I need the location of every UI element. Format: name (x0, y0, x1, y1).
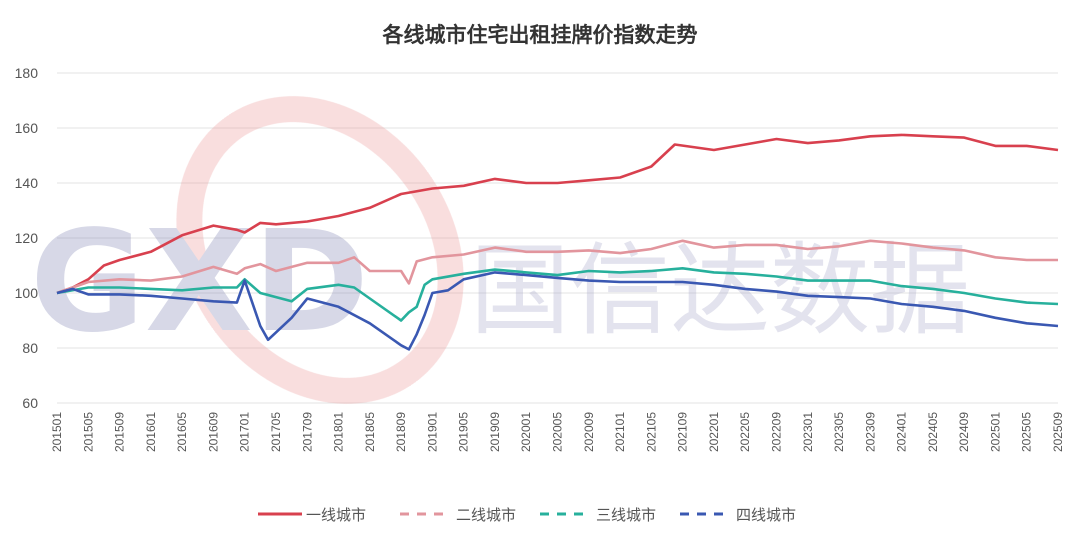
x-tick-label: 202505 (1020, 412, 1034, 452)
x-tick-label: 202405 (926, 412, 940, 452)
x-tick-label: 201905 (457, 412, 471, 452)
watermark-logo: GXD 国信达数据 (30, 96, 970, 404)
x-tick-label: 202409 (957, 412, 971, 452)
y-axis: 60 80 100 120 140 160 180 (15, 65, 39, 411)
x-tick-label: 201609 (206, 412, 220, 452)
x-axis: 201501 201505 201509 201601 201605 201609 2017… (50, 412, 1065, 452)
series-line-2 (56, 239, 1058, 295)
x-tick-label: 202001 (519, 412, 533, 452)
x-tick-label: 202205 (738, 412, 752, 452)
svg-text:国信达数据: 国信达数据 (470, 232, 970, 349)
x-tick-label: 201505 (81, 412, 95, 452)
x-tick-label: 202501 (988, 412, 1002, 452)
series-line-4 (56, 271, 1059, 351)
x-tick-label: 201509 (113, 412, 127, 452)
x-tick-label: 202005 (551, 412, 565, 452)
x-tick-label: 201601 (144, 412, 158, 452)
y-tick-label: 140 (15, 175, 39, 191)
x-tick-label: 201805 (363, 412, 377, 452)
x-tick-label: 202105 (644, 412, 658, 452)
legend: 一线城市 二线城市 三线城市 四线城市 (258, 506, 796, 524)
x-tick-label: 201801 (332, 412, 346, 452)
y-tick-label: 80 (22, 340, 38, 356)
legend-label: 二线城市 (456, 506, 516, 524)
x-tick-label: 202109 (676, 412, 690, 452)
x-tick-label: 201709 (300, 412, 314, 452)
x-tick-label: 201909 (488, 412, 502, 452)
x-tick-label: 202209 (769, 412, 783, 452)
y-tick-label: 100 (15, 285, 39, 301)
x-tick-label: 202509 (1051, 412, 1065, 452)
series-line-1 (56, 133, 1059, 295)
x-tick-label: 202309 (863, 412, 877, 452)
y-tick-label: 180 (15, 65, 39, 81)
x-tick-label: 201501 (50, 412, 64, 452)
y-tick-label: 160 (15, 120, 39, 136)
x-tick-label: 201705 (269, 412, 283, 452)
x-tick-label: 202401 (895, 412, 909, 452)
x-tick-label: 201809 (394, 412, 408, 452)
x-tick-label: 202301 (801, 412, 815, 452)
legend-label: 三线城市 (596, 506, 656, 524)
series-line-3 (56, 266, 1059, 322)
x-tick-label: 202101 (613, 412, 627, 452)
x-tick-label: 201605 (175, 412, 189, 452)
y-tick-label: 120 (15, 230, 39, 246)
chart-title: 各线城市住宅出租挂牌价指数走势 (382, 23, 698, 47)
x-tick-label: 202305 (832, 412, 846, 452)
x-tick-label: 202009 (582, 412, 596, 452)
series-lines (56, 133, 1059, 351)
legend-label: 一线城市 (306, 506, 366, 524)
x-tick-label: 202201 (707, 412, 721, 452)
y-tick-label: 60 (22, 395, 38, 411)
x-tick-label: 201901 (425, 412, 439, 452)
x-tick-label: 201701 (238, 412, 252, 452)
legend-label: 四线城市 (736, 506, 796, 524)
